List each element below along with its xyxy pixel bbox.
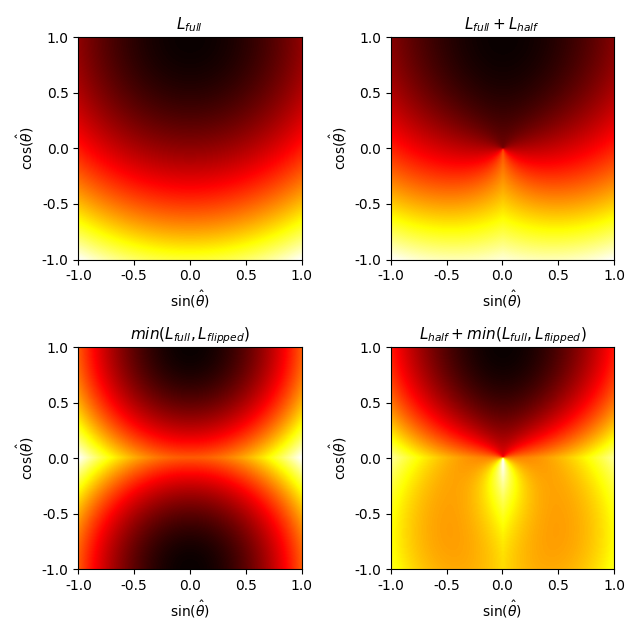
Title: $L_{half} + min(L_{full}, L_{flipped})$: $L_{half} + min(L_{full}, L_{flipped})$ [419, 325, 586, 345]
Y-axis label: $\cos(\hat{\theta})$: $\cos(\hat{\theta})$ [15, 127, 36, 170]
X-axis label: $\sin(\hat{\theta})$: $\sin(\hat{\theta})$ [483, 289, 522, 310]
X-axis label: $\sin(\hat{\theta})$: $\sin(\hat{\theta})$ [170, 289, 210, 310]
X-axis label: $\sin(\hat{\theta})$: $\sin(\hat{\theta})$ [483, 599, 522, 620]
Title: $min(L_{full}, L_{flipped})$: $min(L_{full}, L_{flipped})$ [130, 325, 250, 345]
Y-axis label: $\cos(\hat{\theta})$: $\cos(\hat{\theta})$ [328, 437, 349, 480]
Title: $L_{full}$: $L_{full}$ [177, 15, 204, 34]
Y-axis label: $\cos(\hat{\theta})$: $\cos(\hat{\theta})$ [328, 127, 349, 170]
Title: $L_{full} + L_{half}$: $L_{full} + L_{half}$ [465, 15, 540, 34]
Y-axis label: $\cos(\hat{\theta})$: $\cos(\hat{\theta})$ [15, 437, 36, 480]
X-axis label: $\sin(\hat{\theta})$: $\sin(\hat{\theta})$ [170, 599, 210, 620]
